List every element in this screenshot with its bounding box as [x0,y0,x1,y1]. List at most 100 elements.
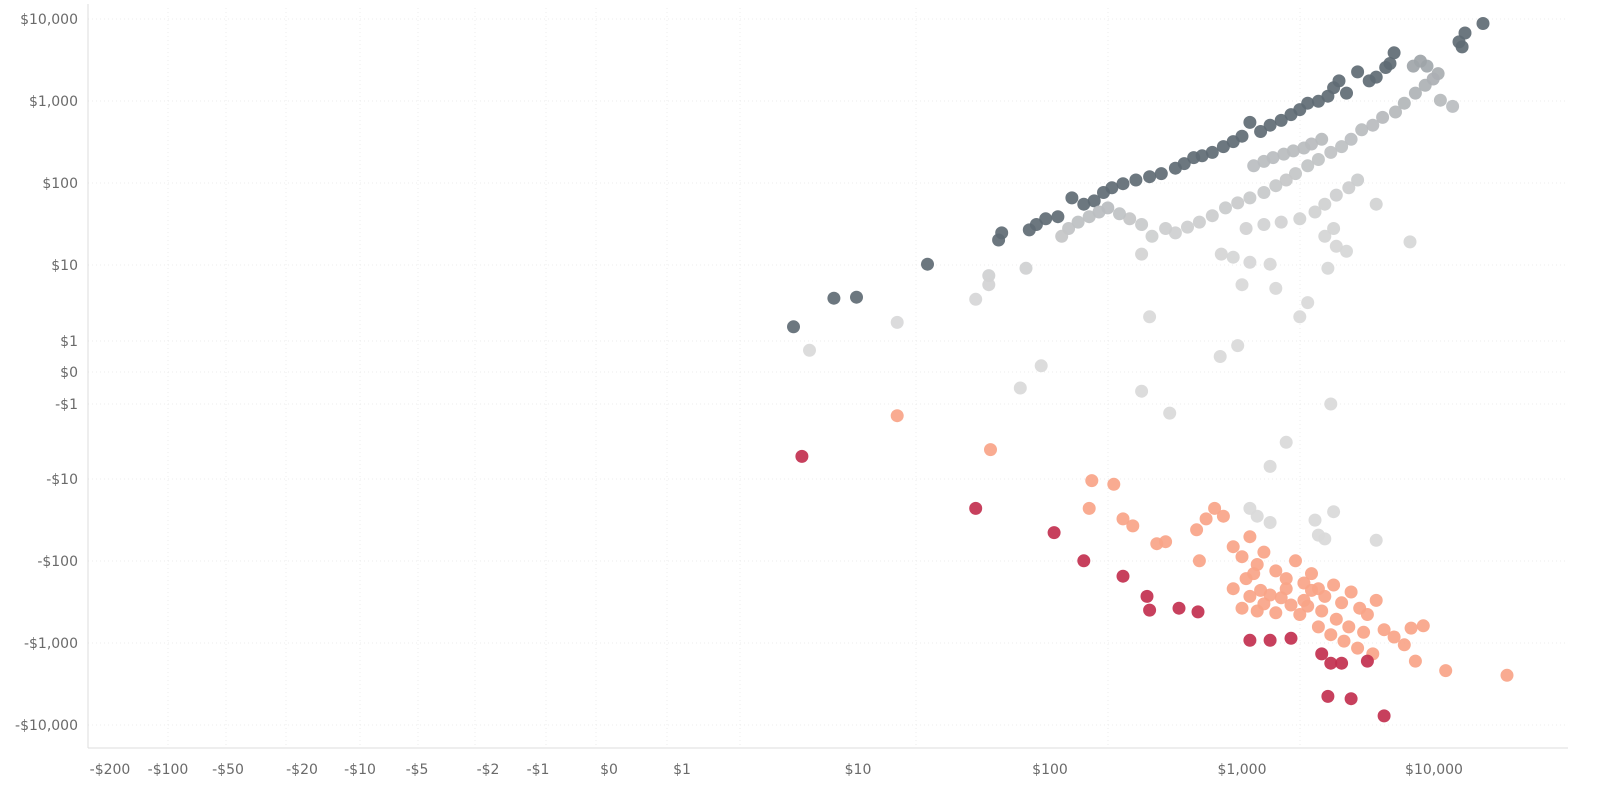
data-point[interactable] [1187,151,1201,165]
data-point[interactable] [1315,647,1329,661]
data-point[interactable] [1315,604,1329,618]
data-point[interactable] [1342,181,1356,195]
data-point[interactable] [1247,567,1261,581]
data-point[interactable] [1311,94,1325,108]
data-point[interactable] [1039,212,1053,226]
data-point[interactable] [1243,589,1257,603]
data-point[interactable] [1263,633,1277,647]
data-point[interactable] [1243,115,1257,129]
data-point[interactable] [1308,513,1322,527]
data-point[interactable] [1397,638,1411,652]
data-point[interactable] [1351,65,1365,79]
data-point[interactable] [1476,17,1490,30]
data-point[interactable] [1289,167,1302,181]
data-point[interactable] [1226,540,1240,554]
data-point[interactable] [1082,501,1096,515]
data-point[interactable] [1263,516,1277,529]
data-point[interactable] [1116,177,1130,191]
data-point[interactable] [1327,222,1341,235]
data-point[interactable] [1418,78,1432,92]
data-point[interactable] [1315,132,1329,146]
data-point[interactable] [1213,350,1227,363]
data-point[interactable] [1321,689,1335,703]
data-point[interactable] [1297,141,1311,155]
data-point[interactable] [1107,477,1121,491]
data-point[interactable] [1377,623,1391,637]
data-point[interactable] [1324,628,1338,642]
data-point[interactable] [1022,223,1036,237]
data-point[interactable] [1351,641,1365,655]
data-point[interactable] [1397,96,1411,110]
data-point[interactable] [1269,179,1283,193]
data-point[interactable] [1284,631,1298,645]
data-point[interactable] [1071,215,1085,229]
data-point[interactable] [1190,523,1204,537]
data-point[interactable] [1269,281,1283,295]
data-point[interactable] [1239,222,1253,235]
data-point[interactable] [1257,218,1271,231]
data-point[interactable] [1077,554,1091,568]
data-point[interactable] [1324,397,1338,411]
data-point[interactable] [1279,173,1293,187]
data-point[interactable] [1311,153,1325,166]
data-point[interactable] [1087,194,1101,208]
data-point[interactable] [1360,654,1374,668]
data-point[interactable] [1362,74,1376,88]
data-point[interactable] [1329,188,1343,202]
data-point[interactable] [1168,161,1182,175]
data-point[interactable] [1387,630,1401,644]
data-point[interactable] [1305,567,1318,581]
data-point[interactable] [984,443,997,457]
data-point[interactable] [1235,601,1249,615]
data-point[interactable] [803,343,816,357]
data-point[interactable] [1129,173,1143,187]
data-point[interactable] [1226,582,1240,596]
data-point[interactable] [1377,709,1391,723]
data-point[interactable] [1085,474,1099,488]
data-point[interactable] [1433,93,1447,107]
data-point[interactable] [1065,191,1079,205]
data-point[interactable] [1214,247,1228,261]
data-point[interactable] [982,278,996,292]
data-point[interactable] [992,233,1006,247]
data-point[interactable] [1301,296,1315,310]
data-point[interactable] [1324,145,1338,159]
data-point[interactable] [1143,603,1157,617]
data-point[interactable] [1163,406,1177,420]
data-point[interactable] [1284,108,1298,122]
data-point[interactable] [1344,692,1358,706]
data-point[interactable] [1327,578,1341,592]
data-point[interactable] [1143,170,1157,184]
data-point[interactable] [1340,86,1353,100]
data-point[interactable] [1135,247,1149,261]
data-point[interactable] [1192,554,1206,568]
data-point[interactable] [1279,582,1293,596]
data-point[interactable] [1344,132,1358,146]
data-point[interactable] [1355,123,1369,137]
data-point[interactable] [1406,59,1420,73]
data-point[interactable] [1293,310,1307,324]
data-point[interactable] [1145,229,1159,243]
data-point[interactable] [795,449,809,463]
data-point[interactable] [1308,205,1322,219]
data-point[interactable] [1047,526,1061,540]
data-point[interactable] [1208,501,1222,515]
data-point[interactable] [1097,186,1110,199]
data-point[interactable] [1243,633,1257,647]
data-point[interactable] [1123,212,1137,226]
data-point[interactable] [1366,118,1380,132]
data-point[interactable] [1274,215,1288,229]
data-point[interactable] [1335,596,1349,610]
data-point[interactable] [1226,250,1240,264]
data-point[interactable] [1269,564,1283,578]
data-point[interactable] [1403,235,1417,249]
data-point[interactable] [1297,593,1311,607]
data-point[interactable] [1335,140,1349,154]
data-point[interactable] [1321,89,1335,103]
data-point[interactable] [1257,154,1271,168]
data-point[interactable] [1263,459,1277,473]
data-point[interactable] [1116,569,1130,583]
data-point[interactable] [1235,550,1249,564]
data-point[interactable] [1324,656,1338,670]
data-point[interactable] [1274,113,1288,127]
